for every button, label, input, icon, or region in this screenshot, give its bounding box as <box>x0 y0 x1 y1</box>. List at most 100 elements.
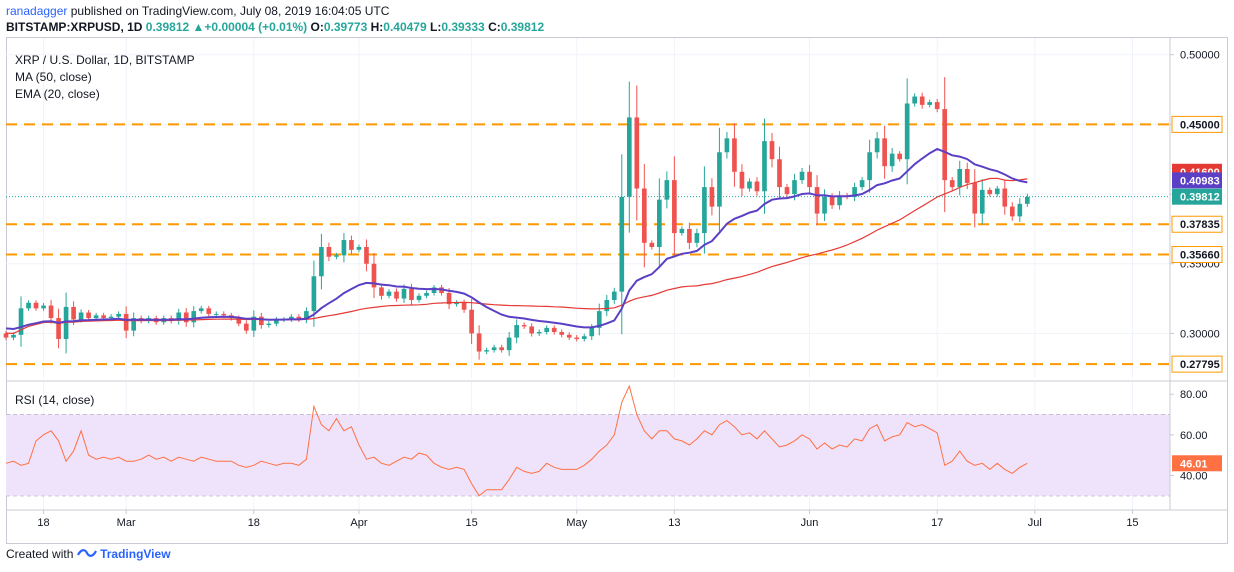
candle-body <box>26 302 31 309</box>
candle-body <box>679 228 685 234</box>
candle-body <box>18 308 24 335</box>
y-tick-label: 0.50000 <box>1180 50 1220 62</box>
candle-body <box>604 299 610 312</box>
rsi-value-badge <box>1172 455 1222 472</box>
candle-body <box>994 188 1000 195</box>
candle-body <box>176 312 182 321</box>
candle-body <box>626 117 632 197</box>
x-tick-label: Jul <box>1028 517 1042 529</box>
candle-body <box>484 350 489 352</box>
candle-body <box>206 308 212 314</box>
level-badge <box>1171 246 1223 264</box>
candle-body <box>574 337 580 339</box>
candle-body <box>191 311 197 323</box>
x-tick-label: Apr <box>350 517 367 529</box>
level-label: 0.37835 <box>1180 219 1220 231</box>
ma-legend: MA (50, close) <box>15 70 92 84</box>
candle-body <box>356 247 362 250</box>
price-badge <box>1172 172 1222 189</box>
candle-body <box>461 302 467 310</box>
candle-body <box>754 181 760 192</box>
open-value: 0.39773 <box>323 20 368 34</box>
high-label: H: <box>370 20 384 34</box>
chart-title: XRP / U.S. Dollar, 1D, BITSTAMP <box>15 53 195 67</box>
candle-body <box>747 181 752 189</box>
candle-body <box>852 187 857 197</box>
candle-body <box>289 316 294 320</box>
ema-20-line <box>5 147 1028 331</box>
candle-body <box>799 171 805 181</box>
candle-body <box>431 287 437 293</box>
candle-body <box>964 168 970 183</box>
candle-body <box>769 141 775 160</box>
close-value: 0.39812 <box>500 20 545 34</box>
candle-body <box>611 291 617 300</box>
candle-body <box>311 276 317 312</box>
rsi-axis: 40.00 60.00 80.00 46.01 <box>1170 389 1222 482</box>
candle-body <box>259 316 264 326</box>
candle-body <box>183 312 189 323</box>
x-tick-label: 17 <box>931 517 943 529</box>
candle-body <box>349 240 354 250</box>
candle-body <box>469 309 474 334</box>
open-label: O: <box>310 20 324 34</box>
candle-body <box>394 291 399 299</box>
candle-body <box>33 302 39 309</box>
candle-body <box>589 327 595 337</box>
candle-body <box>641 188 647 243</box>
candle-body <box>559 332 565 335</box>
candle-body <box>904 103 910 160</box>
candle-body <box>386 291 392 296</box>
ma-50-line <box>5 177 1028 335</box>
last-price: 0.39812 <box>145 20 190 34</box>
candle-body <box>78 312 84 320</box>
candle-body <box>784 187 790 195</box>
candle-body <box>702 187 707 234</box>
candle-body <box>3 333 9 338</box>
price-change: +0.00004 (+0.01%) <box>204 20 308 34</box>
candle-body <box>401 288 407 299</box>
rsi-tick-label: 60.00 <box>1180 430 1208 442</box>
up-arrow-icon: ▲ <box>192 20 205 34</box>
candle-body <box>859 180 865 188</box>
rsi-tick-label: 80.00 <box>1180 389 1208 401</box>
x-tick-label: 15 <box>465 517 477 529</box>
candle-body <box>619 196 625 292</box>
x-tick-label: 18 <box>37 517 49 529</box>
candle-body <box>48 305 54 319</box>
candle-body <box>274 319 279 324</box>
candle-body <box>364 247 369 264</box>
candle-body <box>934 102 940 110</box>
level-badge <box>1171 355 1223 373</box>
candle-body <box>319 247 324 277</box>
author-link[interactable]: ranadagger <box>6 4 68 18</box>
tradingview-brand[interactable]: TradingView <box>100 547 171 561</box>
candle-body <box>93 315 99 319</box>
candle-body <box>409 288 414 300</box>
candle-body <box>792 180 797 195</box>
candle-body <box>581 336 587 339</box>
candle-body <box>919 96 925 105</box>
price-labels: 0.450000.378350.356600.277950.416000.409… <box>1171 115 1223 373</box>
candle-body <box>491 347 497 351</box>
candle-body <box>131 318 136 331</box>
rsi-legend: RSI (14, close) <box>15 393 94 407</box>
candle-body <box>379 287 384 296</box>
candle-body <box>762 141 767 192</box>
candle-body <box>957 168 963 188</box>
rsi-value-label: 46.01 <box>1180 458 1208 470</box>
candle-body <box>1009 206 1015 217</box>
x-tick-label: 13 <box>668 517 680 529</box>
candle-body <box>687 228 692 243</box>
candle-body <box>446 293 452 305</box>
candle-body <box>596 311 602 328</box>
candle-body <box>972 182 978 214</box>
candle-body <box>664 180 670 200</box>
candle-body <box>822 196 827 214</box>
candle-body <box>41 305 46 309</box>
candle-body <box>814 187 820 214</box>
x-tick-label: Mar <box>117 517 136 529</box>
low-label: L: <box>430 20 442 34</box>
candle-body <box>912 96 917 104</box>
